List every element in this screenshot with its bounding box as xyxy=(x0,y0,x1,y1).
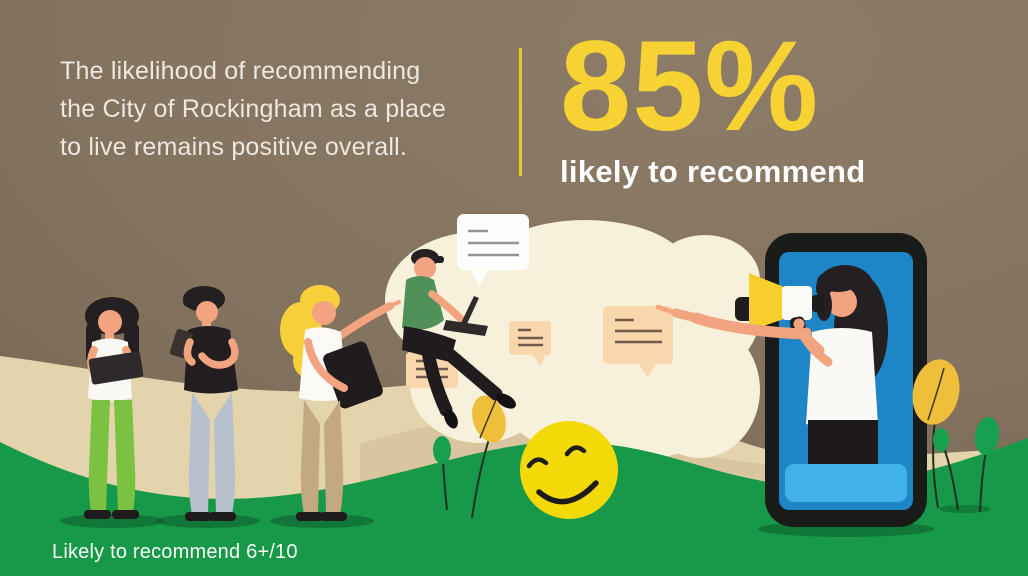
person-with-phone xyxy=(169,286,239,521)
green-hill xyxy=(0,438,1028,576)
stat-label: likely to recommend xyxy=(560,153,866,189)
stat-block: 85% likely to recommend xyxy=(560,15,866,190)
divider-line xyxy=(519,48,522,176)
plant-leaf-icon xyxy=(433,395,506,519)
tablet-icon xyxy=(88,351,144,385)
person-with-tablet xyxy=(84,297,144,519)
plant-leaf-icon xyxy=(912,359,1000,513)
speech-bubble-icon xyxy=(509,321,551,366)
footnote: Likely to recommend 6+/10 xyxy=(52,541,298,563)
laptop-icon xyxy=(443,296,488,336)
ground-shadow xyxy=(270,514,374,528)
folder-icon xyxy=(323,341,383,409)
person-with-laptop xyxy=(402,249,516,429)
ground-shadow xyxy=(60,514,164,528)
smiley-face-icon xyxy=(520,421,618,519)
speech-bubble-icon xyxy=(457,214,529,286)
headline-line-3: to live remains positive overall. xyxy=(60,133,408,161)
woman-in-phone xyxy=(785,265,907,502)
megaphone-icon xyxy=(735,273,824,340)
stat-value: 85% xyxy=(560,15,820,158)
pointing-hand xyxy=(655,304,808,340)
speech-bubble-icon xyxy=(603,306,673,378)
headline: The likelihood of recommending the City … xyxy=(60,52,446,166)
smartphone-illustration xyxy=(655,233,934,537)
headline-line-2: the City of Rockingham as a place xyxy=(60,95,446,123)
headline-line-1: The likelihood of recommending xyxy=(60,57,421,85)
person-pointing-with-folder xyxy=(280,285,401,521)
